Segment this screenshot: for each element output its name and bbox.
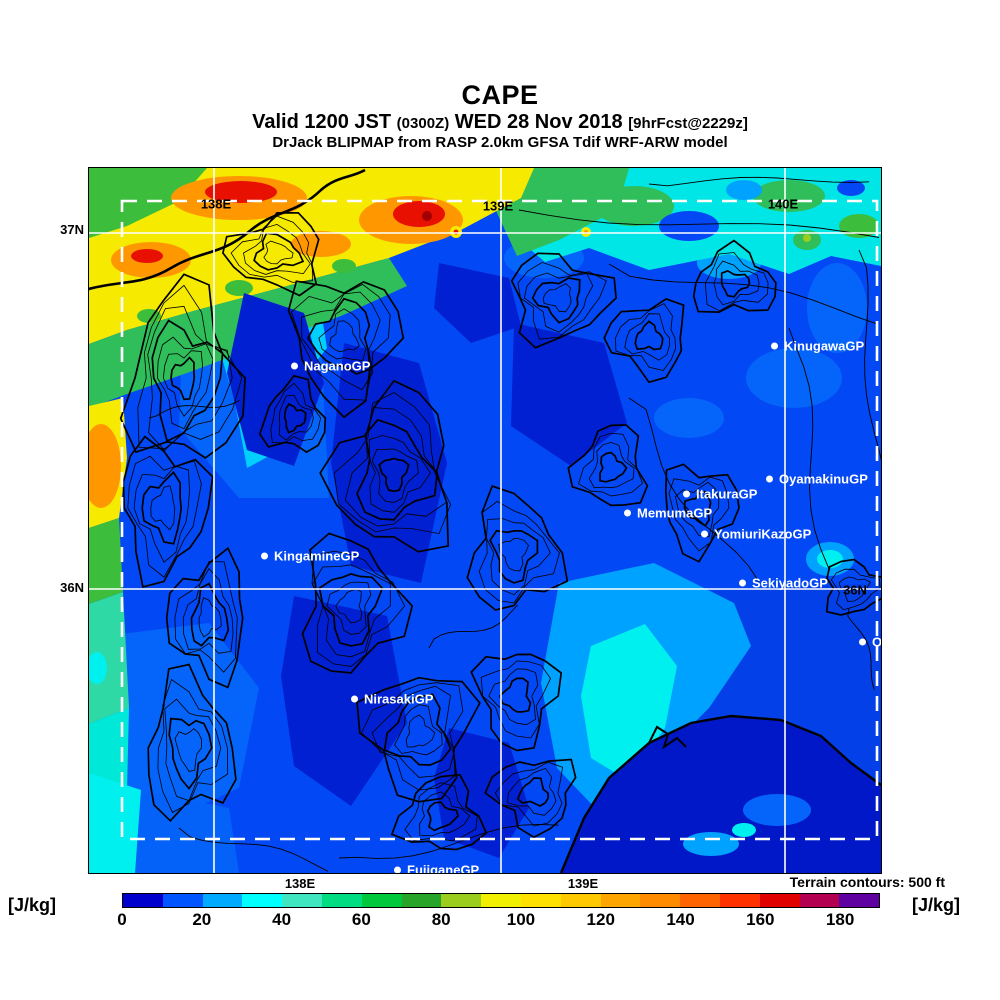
- forecast-map: NaganoGP KinugawaGP OyamakinuGP ItakuraGP Me…: [88, 167, 882, 874]
- site-marker-fujiganegp: FujiganeGP: [394, 862, 480, 874]
- site-marker-memumagp: MemumaGP: [624, 506, 712, 521]
- site-label: MemumaGP: [637, 505, 713, 521]
- colorbar-tick-140: 140: [666, 910, 695, 929]
- site-label: KingamineGP: [274, 548, 360, 564]
- colorbar-segment-0: [123, 894, 163, 907]
- colorbar-segment-2: [202, 894, 243, 907]
- site-marker-naganogp: NaganoGP: [291, 359, 370, 374]
- site-label: OyamakinuGP: [779, 471, 868, 487]
- site-dot: [291, 362, 298, 370]
- valid-time: Valid 1200 JST: [252, 111, 392, 134]
- graticule-label-36n: 36N: [843, 582, 867, 598]
- lat-label-36n: 36N: [60, 580, 84, 595]
- terrain-contours-note: Terrain contours: 500 ft: [789, 874, 945, 890]
- colorbar-segment-6: [361, 894, 402, 907]
- colorbar-tick-0: 0: [117, 910, 127, 929]
- colorbar-segment-15: [719, 894, 760, 907]
- site-label: ItakuraGP: [696, 486, 758, 502]
- lat-label-37n: 37N: [60, 222, 84, 237]
- site-dot: [394, 866, 401, 873]
- colorbar-segment-4: [282, 894, 322, 907]
- site-marker-itakuragp: ItakuraGP: [683, 487, 757, 502]
- cape-colorbar: [122, 893, 880, 908]
- site-marker-sekiyadogp: SekiyadoGP: [739, 576, 828, 591]
- colorbar-segment-17: [799, 894, 840, 907]
- colorbar-segment-14: [680, 894, 720, 907]
- map-labels-overlay: NaganoGP KinugawaGP OyamakinuGP ItakuraGP Me…: [89, 168, 881, 873]
- colorbar-segment-10: [520, 894, 561, 907]
- site-label: OhtoneGP: [872, 634, 882, 650]
- site-dot: [624, 509, 631, 517]
- valid-time-utc: (0300Z): [396, 115, 450, 133]
- site-dot: [771, 342, 778, 350]
- colorbar-segment-7: [401, 894, 442, 907]
- site-label: NaganoGP: [304, 358, 371, 374]
- site-dot: [859, 638, 866, 646]
- site-label: SekiyadoGP: [752, 575, 828, 591]
- colorbar-tick-60: 60: [351, 910, 371, 929]
- forecast-tag: [9hrFcst@2229z]: [628, 115, 748, 133]
- colorbar-unit-right: [J/kg]: [912, 895, 961, 915]
- site-label: KinugawaGP: [784, 338, 865, 354]
- site-dot: [261, 552, 268, 560]
- lon-label-bottom-138e: 138E: [284, 876, 316, 891]
- colorbar-segment-3: [242, 894, 283, 907]
- colorbar-tick-180: 180: [825, 910, 855, 929]
- site-marker-yomiurikazogp: YomiuriKazoGP: [701, 527, 811, 542]
- colorbar-segment-5: [321, 894, 362, 907]
- colorbar-tick-160: 160: [746, 910, 775, 929]
- colorbar-tick-120: 120: [586, 910, 615, 929]
- colorbar-segment-1: [162, 894, 203, 907]
- graticule-lines: [89, 168, 881, 873]
- colorbar-segment-13: [640, 894, 681, 907]
- colorbar-segment-11: [560, 894, 601, 907]
- site-marker-kingaminegp: KingamineGP: [261, 549, 359, 564]
- site-marker-oyamakinugp: OyamakinuGP: [766, 472, 868, 487]
- colorbar-tick-20: 20: [192, 910, 212, 929]
- graticule-label-138e: 138E: [200, 196, 232, 212]
- colorbar-segment-18: [839, 894, 880, 907]
- site-dot: [701, 530, 708, 538]
- site-marker-ohtonegp: OhtoneGP: [859, 634, 882, 650]
- colorbar-unit-left: [J/kg]: [8, 895, 57, 915]
- colorbar-tick-40: 40: [272, 910, 292, 929]
- site-dot: [739, 579, 746, 587]
- site-marker-nirasakigp: NirasakiGP: [351, 692, 433, 707]
- site-dot: [351, 695, 358, 703]
- site-label: YomiuriKazoGP: [714, 526, 812, 542]
- colorbar-segment-8: [441, 894, 482, 907]
- valid-time-line: Valid 1200 JST (0300Z) WED 28 Nov 2018 […: [0, 111, 1000, 133]
- model-domain-boundary: [120, 199, 879, 841]
- colorbar-tick-labels: 0 20 40 60 80 100 120 140 160 180: [117, 910, 880, 932]
- colorbar-tick-100: 100: [506, 910, 536, 929]
- page-title: CAPE: [461, 80, 539, 110]
- model-line: DrJack BLIPMAP from RASP 2.0km GFSA Tdif…: [272, 133, 728, 151]
- site-label: NirasakiGP: [364, 691, 434, 707]
- colorbar-segment-9: [481, 894, 521, 907]
- graticule-label-140e: 140E: [767, 196, 799, 212]
- header: CAPE Valid 1200 JST (0300Z) WED 28 Nov 2…: [0, 80, 1000, 151]
- colorbar-segment-12: [600, 894, 641, 907]
- valid-date: WED 28 Nov 2018: [454, 111, 623, 134]
- graticule-label-139e: 139E: [482, 198, 514, 214]
- lon-label-bottom-139e: 139E: [567, 876, 599, 891]
- site-dot: [766, 475, 773, 483]
- colorbar-segment-16: [759, 894, 800, 907]
- map-artwork: [89, 168, 881, 873]
- site-marker-kinugawagp: KinugawaGP: [771, 339, 864, 354]
- site-label: FujiganeGP: [407, 862, 480, 874]
- colorbar-tick-80: 80: [431, 910, 451, 929]
- site-dot: [683, 490, 690, 498]
